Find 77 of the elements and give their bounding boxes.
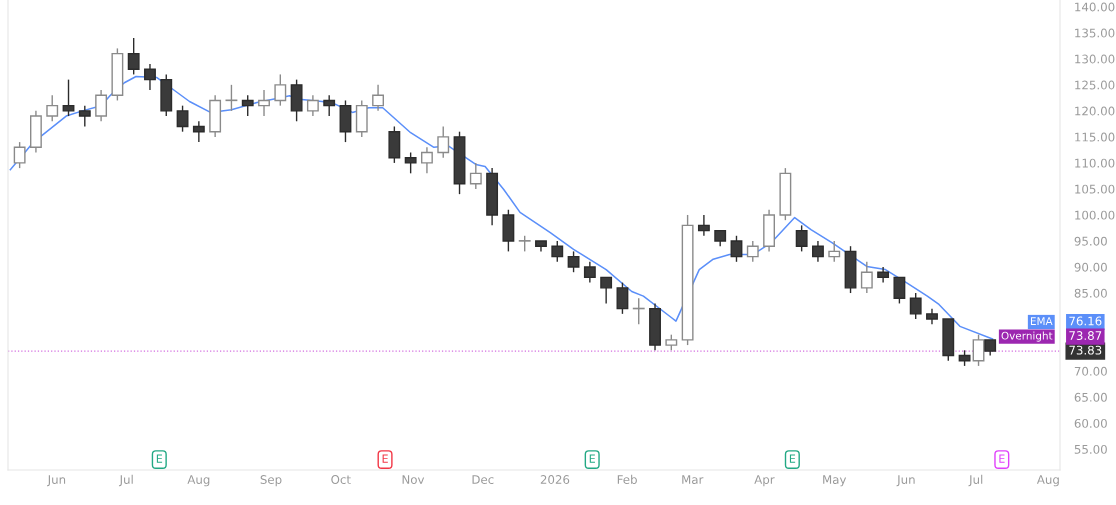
y-tick-label: 65.00	[1074, 392, 1107, 402]
y-tick-label: 55.00	[1074, 444, 1107, 454]
candlestick	[13, 141, 26, 169]
x-tick-label: Oct	[331, 475, 351, 484]
annotation: E	[589, 454, 595, 463]
y-tick-label: 125.00	[1075, 80, 1115, 90]
candlestick	[306, 94, 319, 117]
candlestick	[192, 120, 205, 143]
annotation: E	[156, 454, 163, 463]
candlestick	[176, 104, 189, 133]
candlestick	[697, 214, 710, 237]
candlestick	[746, 240, 759, 263]
candlestick	[274, 73, 287, 107]
y-tick-label: 85.00	[1074, 288, 1107, 298]
x-tick-label: Aug	[1036, 475, 1059, 487]
candlestick	[828, 240, 841, 263]
y-tick-label: 100.00	[1075, 210, 1115, 220]
y-tick-label: 60.00	[1074, 418, 1107, 428]
x-tick-label: Aug	[187, 475, 210, 487]
x-tick-label: Jul	[968, 474, 983, 487]
candlestick	[877, 266, 890, 284]
candlestick	[893, 276, 906, 305]
candlestick	[404, 151, 417, 175]
candlestick	[62, 78, 75, 117]
candlestick	[323, 94, 336, 117]
y-tick-label: 95.00	[1074, 236, 1107, 246]
x-tick-label: Dec	[472, 475, 494, 484]
y-tick-label: 130.00	[1075, 54, 1115, 64]
legend-label: EMA	[1030, 317, 1053, 325]
x-tick-label: Jun	[896, 475, 915, 487]
candlestick	[258, 89, 270, 117]
candlestick	[78, 104, 91, 128]
candlestick	[812, 240, 824, 263]
candlestick	[583, 261, 596, 284]
candlestick	[241, 94, 254, 117]
y-tick-label: 135.00	[1075, 28, 1115, 38]
y-tick-label: 140.00	[1075, 2, 1115, 12]
x-tick-label: Sep	[260, 475, 282, 487]
y-tick-label: 70.00	[1074, 366, 1107, 376]
candlestick	[860, 261, 873, 294]
candlestick	[421, 146, 433, 175]
candlestick	[437, 125, 450, 159]
y-tick-label: 110.00	[1075, 158, 1115, 168]
annotation: E	[999, 454, 1005, 463]
candlestick	[372, 84, 384, 112]
x-tick-label: Jun	[47, 475, 66, 487]
candlestick	[127, 37, 140, 76]
annotation: E	[382, 454, 388, 463]
candlestick	[144, 63, 156, 91]
x-tick-label: Jul	[118, 474, 133, 487]
x-tick-label: Mar	[682, 475, 704, 484]
annotation: E	[789, 454, 796, 463]
annotation: Overnight	[1001, 331, 1053, 342]
x-tick-label: 2026	[540, 475, 570, 484]
candlestick	[567, 250, 580, 273]
candlestick	[225, 84, 238, 112]
candlestick	[600, 276, 613, 305]
y-tick-label: 105.00	[1075, 184, 1115, 194]
ref-line-label: 73.83	[1069, 345, 1102, 355]
candlestick	[795, 224, 808, 253]
x-tick-label: Feb	[617, 474, 637, 484]
candlestick	[46, 94, 59, 122]
candlestick	[551, 240, 564, 263]
candlestick	[469, 162, 482, 190]
text: 73.87	[1069, 331, 1102, 341]
x-tick-label: Nov	[402, 475, 425, 484]
text: 76.16	[1069, 316, 1102, 326]
y-tick-label: 90.00	[1074, 262, 1107, 272]
x-tick-label: May	[823, 475, 847, 487]
candlestick	[909, 292, 922, 320]
y-tick-label: 115.00	[1075, 132, 1115, 142]
candlestick	[730, 235, 743, 263]
y-tick-label: 120.00	[1075, 106, 1115, 116]
candlestick	[616, 281, 629, 315]
candlestick	[95, 89, 108, 122]
candlestick	[972, 333, 985, 367]
x-tick-label: Apr	[754, 475, 775, 487]
